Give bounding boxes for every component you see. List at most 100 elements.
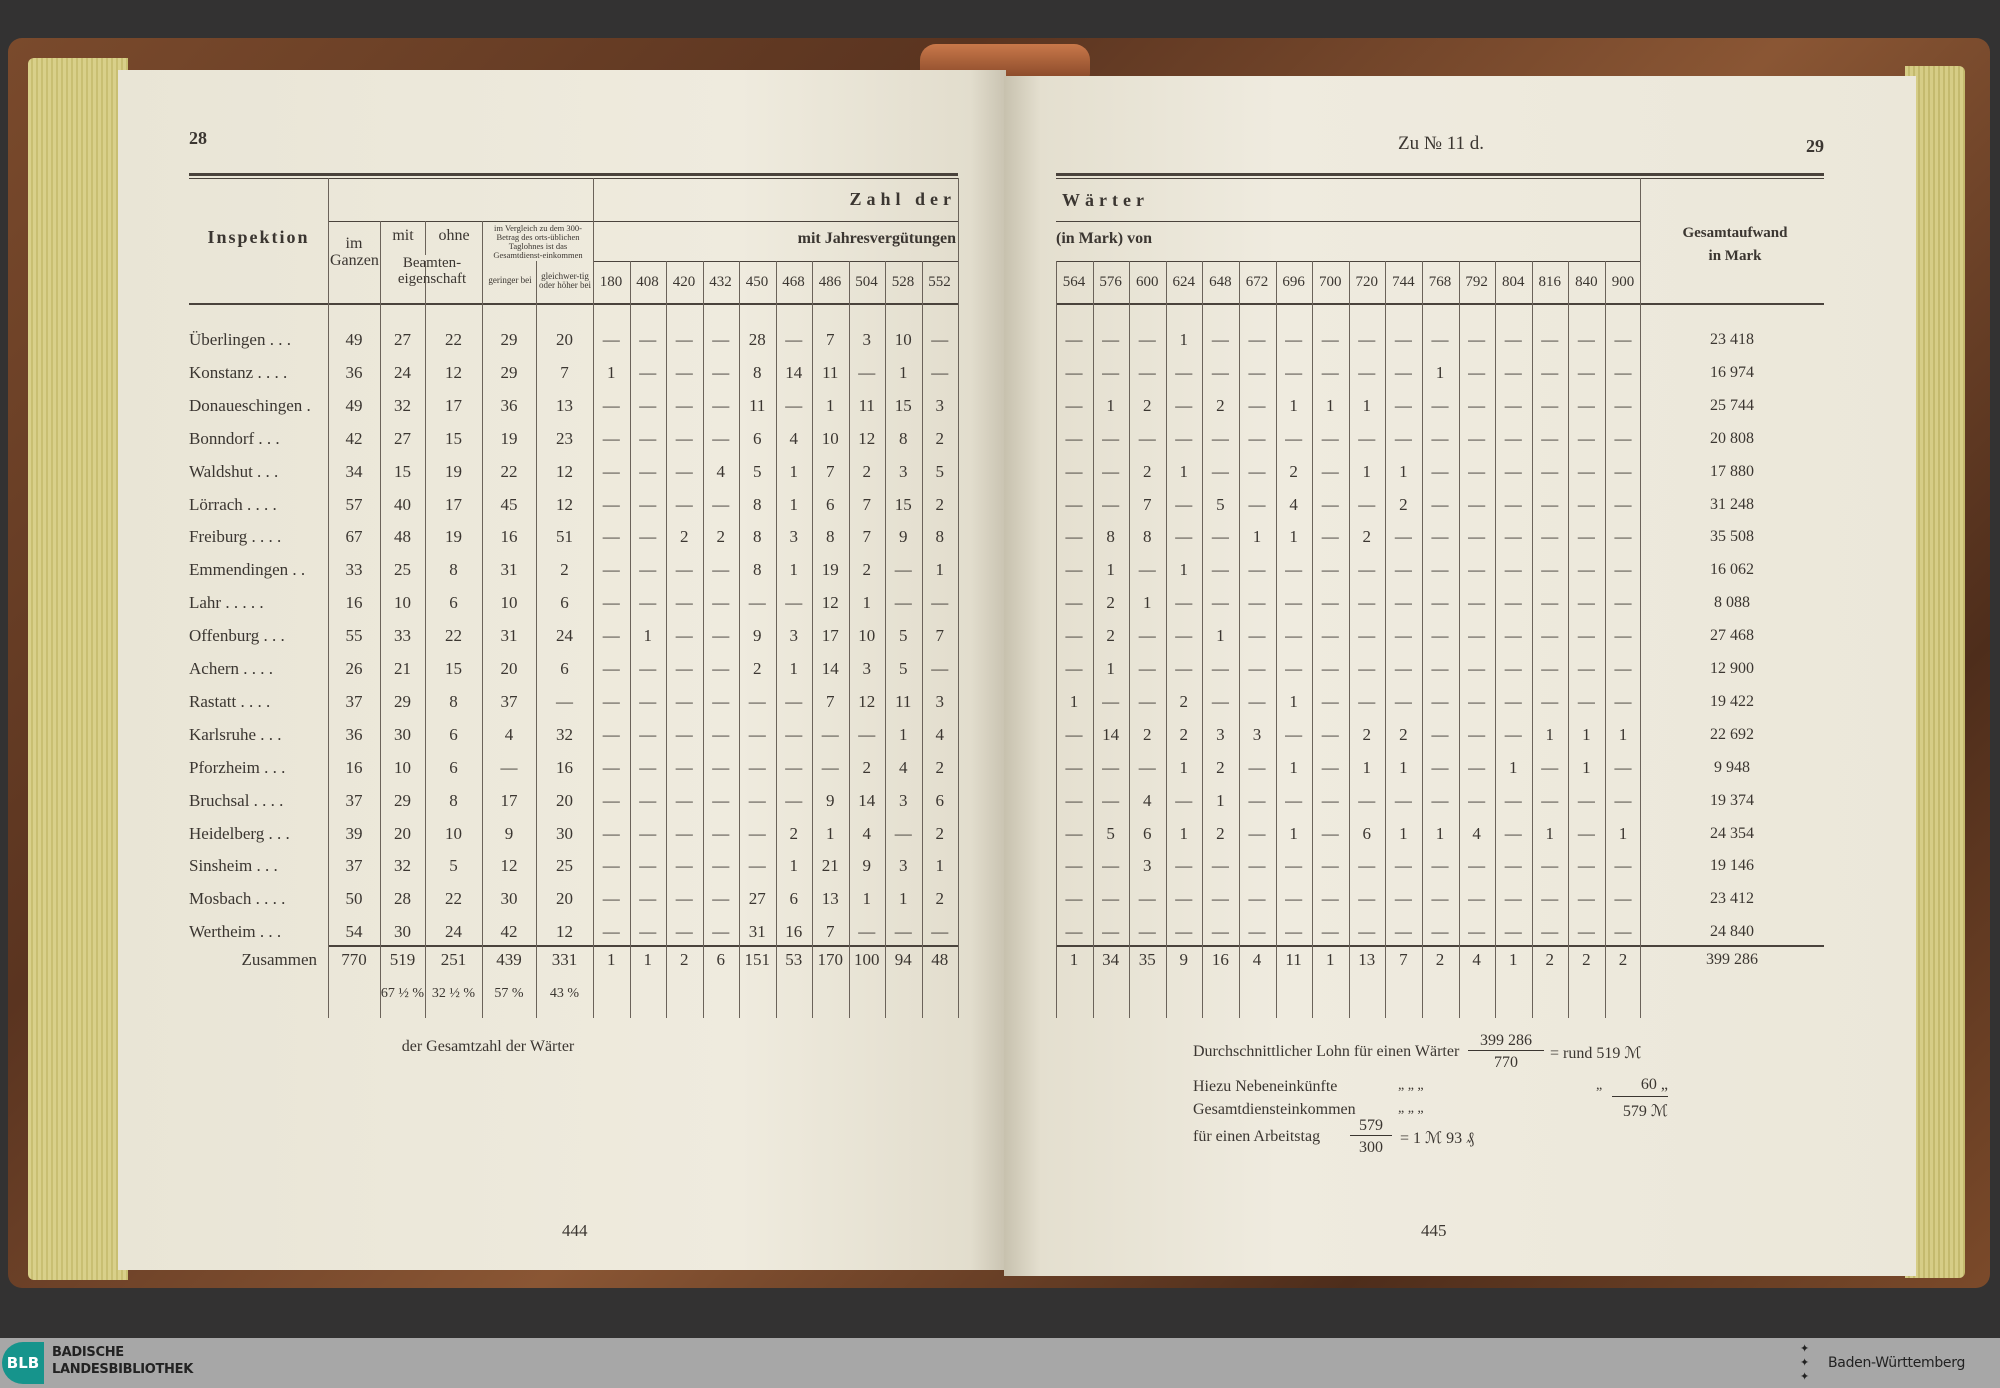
amount-header-552: 552 xyxy=(928,274,951,290)
gesamtaufwand-cell: 20 808 xyxy=(1710,429,1754,447)
table-cell: — xyxy=(1541,856,1559,876)
table-cell: — xyxy=(1285,724,1303,744)
table-cell: — xyxy=(639,691,657,711)
table-cell: — xyxy=(1102,494,1120,514)
column-divider xyxy=(1348,261,1350,1018)
table-cell: 2 xyxy=(1362,527,1372,547)
column-divider xyxy=(593,261,594,1018)
calc-line3-ditto: „ „ „ xyxy=(1398,1101,1424,1116)
table-cell: — xyxy=(1614,395,1632,415)
calc-line1-denominator: 770 xyxy=(1494,1054,1518,1071)
table-cell: — xyxy=(1577,494,1595,514)
table-cell: 13 xyxy=(821,889,839,909)
table-cell: 12 xyxy=(858,428,876,448)
table-cell: 2 xyxy=(935,757,945,777)
table-cell: — xyxy=(1431,494,1449,514)
column-divider xyxy=(1495,261,1497,1018)
table-cell: 54 xyxy=(345,922,363,942)
table-cell: 9 xyxy=(862,856,872,876)
column-divider xyxy=(482,261,483,1018)
inspektion-name: Rastatt . . . . xyxy=(189,691,271,711)
amount-header-564: 564 xyxy=(1062,274,1086,290)
table-cell: 2 xyxy=(789,823,799,843)
table-cell: — xyxy=(1065,461,1083,481)
table-cell: — xyxy=(1394,922,1412,942)
table-cell: 15 xyxy=(894,395,912,415)
total-cell: 2 xyxy=(1582,950,1591,969)
table-cell: — xyxy=(1065,362,1083,382)
table-cell: — xyxy=(1321,527,1339,547)
table-cell: — xyxy=(602,494,620,514)
table-cell: — xyxy=(1541,757,1559,777)
table-cell: 10 xyxy=(445,823,462,843)
amount-header-672: 672 xyxy=(1245,274,1269,290)
library-name-line2: LANDESBIBLIOTHEK xyxy=(52,1362,193,1377)
rule-line xyxy=(189,178,958,179)
table-cell: — xyxy=(1614,757,1632,777)
table-cell: 3 xyxy=(862,330,872,349)
table-cell: — xyxy=(1577,527,1595,547)
calc-line4-label: für einen Arbeitstag xyxy=(1193,1128,1321,1145)
table-cell: 6 xyxy=(449,724,458,744)
table-cell: — xyxy=(1577,362,1595,382)
table-cell: — xyxy=(639,889,657,909)
table-cell: 1 xyxy=(1399,461,1408,481)
table-cell: 6 xyxy=(449,593,458,613)
table-cell: 3 xyxy=(1142,856,1152,876)
table-cell: — xyxy=(1431,922,1449,942)
table-cell: — xyxy=(1541,527,1559,547)
state-label[interactable]: Baden-Württemberg xyxy=(1828,1355,1966,1371)
table-cell: — xyxy=(1102,922,1120,942)
table-cell: 7 xyxy=(1142,494,1152,514)
table-cell: — xyxy=(1321,494,1339,514)
table-cell: 7 xyxy=(826,691,835,711)
table-cell: 7 xyxy=(826,461,835,481)
table-cell: 42 xyxy=(345,428,363,448)
table-cell: 1 xyxy=(1179,330,1189,349)
inspektion-name: Bonndorf . . . xyxy=(189,428,280,448)
table-cell: 1 xyxy=(1618,724,1628,744)
table-cell: — xyxy=(858,922,876,942)
table-cell: 1 xyxy=(1179,823,1189,843)
table-cell: — xyxy=(1504,790,1522,810)
percentage-cell: 43 % xyxy=(549,986,580,1001)
blb-logo[interactable]: BLB xyxy=(2,1342,44,1384)
table-cell: — xyxy=(1248,494,1266,514)
library-name-line1: BADISCHE xyxy=(52,1345,124,1360)
table-cell: 31 xyxy=(500,560,518,580)
total-cell: 100 xyxy=(854,950,880,969)
table-cell: — xyxy=(556,691,573,711)
total-cell: 13 xyxy=(1358,950,1376,969)
table-cell: — xyxy=(1431,428,1449,448)
amount-header-528: 528 xyxy=(891,274,915,290)
header-ohne: ohne xyxy=(438,227,470,244)
calc-line3-label: Gesamtdiensteinkommen xyxy=(1193,1101,1356,1118)
page-edges-left xyxy=(28,58,128,1280)
table-cell: — xyxy=(500,757,518,777)
total-cell: 170 xyxy=(817,950,844,969)
table-cell: 2 xyxy=(1106,626,1115,646)
table-cell: — xyxy=(639,757,657,777)
table-cell: 10 xyxy=(821,428,839,448)
total-cell: 1 xyxy=(607,950,616,969)
table-cell: — xyxy=(1321,691,1339,711)
table-cell: — xyxy=(858,724,876,744)
table-cell: — xyxy=(1358,428,1376,448)
table-cell: — xyxy=(1541,626,1559,646)
table-cell: — xyxy=(1211,889,1229,909)
table-cell: — xyxy=(675,494,693,514)
table-cell: 1 xyxy=(1325,395,1335,415)
table-cell: 6 xyxy=(449,757,458,777)
table-cell: — xyxy=(748,823,766,843)
gesamtaufwand-cell: 35 508 xyxy=(1710,528,1754,546)
table-cell: 39 xyxy=(345,823,363,843)
table-cell: — xyxy=(712,856,730,876)
table-cell: — xyxy=(1614,922,1632,942)
table-cell: — xyxy=(1065,724,1083,744)
calc-line4-numerator: 579 xyxy=(1350,1117,1392,1136)
total-cell: 48 xyxy=(931,950,949,969)
table-cell: 30 xyxy=(394,724,411,744)
table-cell: 2 xyxy=(1399,494,1408,514)
table-cell: — xyxy=(1504,922,1522,942)
table-cell: — xyxy=(1175,494,1193,514)
